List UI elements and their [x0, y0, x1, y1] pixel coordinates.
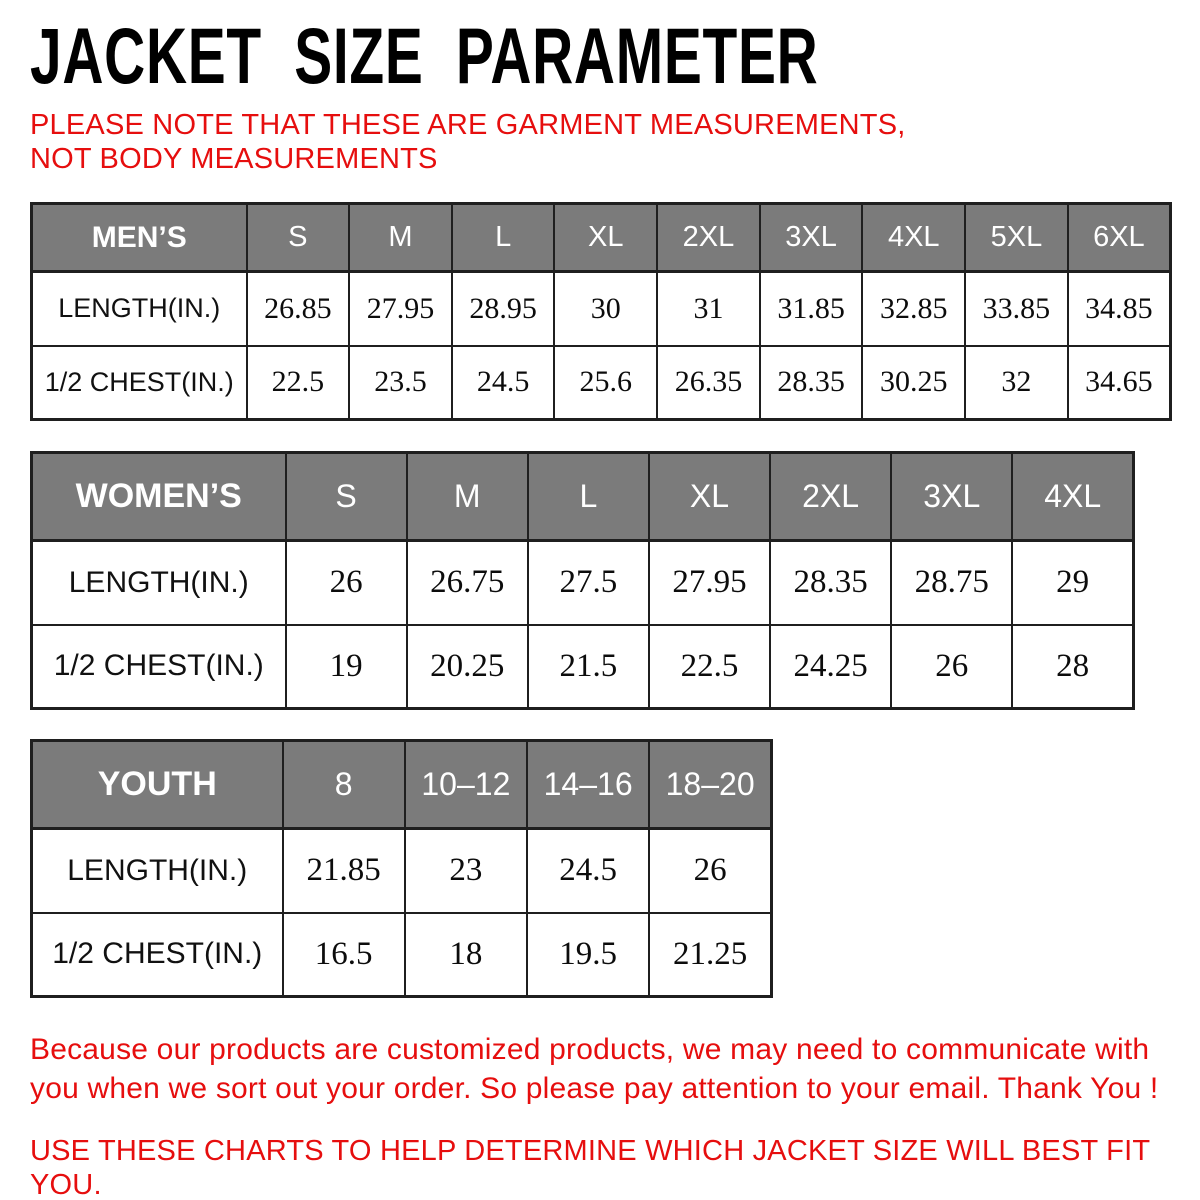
size-table-header-row: MEN’S S M L XL 2XL 3XL 4XL 5XL 6XL: [30, 202, 1172, 273]
chart-usage-note: USE THESE CHARTS TO HELP DETERMINE WHICH…: [30, 1135, 1150, 1200]
size-column-header: 2XL: [656, 202, 761, 273]
size-column-header: XL: [647, 451, 772, 542]
measurement-value: 26: [890, 623, 1014, 710]
measurement-value: 28.75: [890, 539, 1014, 626]
size-column-header: 3XL: [890, 451, 1014, 542]
measurement-value: 24.5: [525, 827, 651, 914]
measurement-value: 32.85: [861, 270, 967, 347]
size-column-header: 4XL: [861, 202, 967, 273]
measurement-value: 30: [553, 270, 659, 347]
measurement-row: LENGTH(IN.) 26 26.75 27.5 27.95 28.35 28.75 29: [30, 539, 1135, 626]
measurement-value: 24.25: [769, 623, 893, 710]
size-column-header: 5XL: [964, 202, 1069, 273]
measurement-value: 19: [284, 623, 408, 710]
measurement-value: 21.85: [281, 827, 406, 914]
measurement-value: 28: [1011, 623, 1135, 710]
measurement-value: 31.85: [758, 270, 864, 347]
table-group-label: YOUTH: [30, 739, 284, 830]
measurement-value: 30.25: [861, 344, 967, 421]
measurement-value: 28.95: [450, 270, 556, 347]
measurement-value: 19.5: [525, 911, 651, 998]
measurement-value: 27.95: [348, 270, 453, 347]
measurement-value: 23.5: [348, 344, 453, 421]
measurement-label: 1/2 CHEST(IN.): [30, 911, 284, 998]
measurement-value: 31: [656, 270, 761, 347]
size-column-header: 2XL: [769, 451, 893, 542]
size-column-header: M: [348, 202, 453, 273]
measurement-label: 1/2 CHEST(IN.): [30, 344, 248, 421]
size-column-header: 6XL: [1066, 202, 1172, 273]
measurement-value: 21.5: [526, 623, 650, 710]
womens-size-table: WOMEN’S S M L XL 2XL 3XL 4XL LENGTH(IN.) 26 26.75 2…: [30, 451, 1135, 710]
size-column-header: 8: [281, 739, 406, 830]
mens-size-table: MEN’S S M L XL 2XL 3XL 4XL 5XL 6XL LENGTH(IN.) 26.8…: [30, 202, 1172, 421]
size-column-header: 18–20: [648, 739, 773, 830]
measurement-value: 33.85: [964, 270, 1069, 347]
size-column-header: S: [284, 451, 408, 542]
page-title: JACKET SIZE PARAMETER: [30, 11, 819, 100]
size-column-header: XL: [553, 202, 659, 273]
measurement-value: 34.85: [1066, 270, 1172, 347]
measurement-row: LENGTH(IN.) 21.85 23 24.5 26: [30, 827, 773, 914]
measurement-value: 26.35: [656, 344, 761, 421]
measurement-label: LENGTH(IN.): [30, 539, 287, 626]
measurement-value: 26.85: [245, 270, 351, 347]
measurement-value: 26: [648, 827, 773, 914]
table-group-label: WOMEN’S: [30, 451, 287, 542]
measurement-value: 29: [1011, 539, 1135, 626]
measurement-value: 22.5: [245, 344, 351, 421]
measurement-value: 27.95: [647, 539, 772, 626]
size-column-header: 4XL: [1011, 451, 1135, 542]
measurement-value: 25.6: [553, 344, 659, 421]
measurement-value: 18: [403, 911, 529, 998]
size-column-header: L: [450, 202, 556, 273]
size-column-header: M: [405, 451, 529, 542]
measurement-value: 22.5: [647, 623, 772, 710]
size-table-header-row: YOUTH 8 10–12 14–16 18–20: [30, 739, 773, 830]
size-column-header: L: [526, 451, 650, 542]
measurement-value: 24.5: [450, 344, 556, 421]
measurement-value: 26: [284, 539, 408, 626]
customization-communication-note: Because our products are customized prod…: [30, 1033, 1159, 1105]
measurement-value: 32: [964, 344, 1069, 421]
size-column-header: S: [245, 202, 351, 273]
measurement-value: 28.35: [769, 539, 893, 626]
table-group-label: MEN’S: [30, 202, 248, 273]
size-column-header: 3XL: [758, 202, 864, 273]
measurement-label: 1/2 CHEST(IN.): [30, 623, 287, 710]
measurement-value: 21.25: [648, 911, 773, 998]
measurement-value: 26.75: [405, 539, 529, 626]
measurement-row: 1/2 CHEST(IN.) 19 20.25 21.5 22.5 24.25 26 28: [30, 623, 1135, 710]
measurement-row: 1/2 CHEST(IN.) 16.5 18 19.5 21.25: [30, 911, 773, 998]
garment-measurement-note: PLEASE NOTE THAT THESE ARE GARMENT MEASU…: [30, 109, 906, 175]
measurement-value: 34.65: [1066, 344, 1172, 421]
youth-size-table: YOUTH 8 10–12 14–16 18–20 LENGTH(IN.) 21.85 23 2…: [30, 739, 773, 998]
measurement-value: 23: [403, 827, 529, 914]
measurement-label: LENGTH(IN.): [30, 827, 284, 914]
measurement-value: 16.5: [281, 911, 406, 998]
measurement-label: LENGTH(IN.): [30, 270, 248, 347]
measurement-value: 28.35: [758, 344, 864, 421]
measurement-value: 27.5: [526, 539, 650, 626]
size-column-header: 14–16: [525, 739, 651, 830]
measurement-value: 20.25: [405, 623, 529, 710]
measurement-row: LENGTH(IN.) 26.85 27.95 28.95 30 31 31.85 32.85…: [30, 270, 1172, 347]
size-table-header-row: WOMEN’S S M L XL 2XL 3XL 4XL: [30, 451, 1135, 542]
measurement-row: 1/2 CHEST(IN.) 22.5 23.5 24.5 25.6 26.35 28.35…: [30, 344, 1172, 421]
size-column-header: 10–12: [403, 739, 529, 830]
